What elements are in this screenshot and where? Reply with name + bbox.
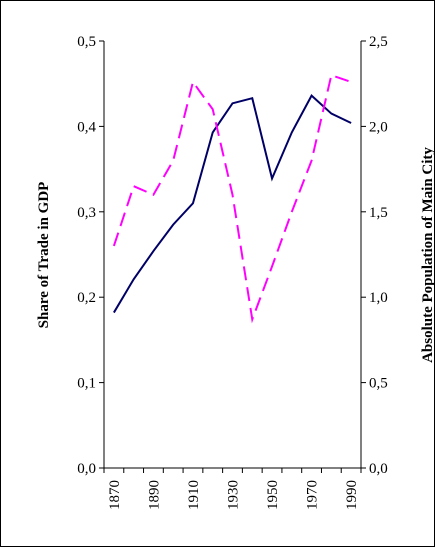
right-tick-label: 0,0	[369, 461, 388, 477]
x-tick-label: 1950	[265, 480, 281, 510]
x-tick-label: 1870	[107, 480, 123, 510]
x-tick-label: 1910	[186, 480, 202, 510]
series-line-solid	[113, 94, 352, 314]
x-tick-label: 1930	[226, 480, 242, 510]
left-tick-label: 0,5	[77, 34, 96, 50]
chart-series	[112, 73, 352, 324]
chart-labels: 0,0 0,1 0,2 0,3 0,4 0,5 0,0 0,5 1,0 1,5 2,0 2,5 1870…	[77, 34, 388, 510]
left-tick-label: 0,0	[77, 461, 96, 477]
right-tick-label: 2,0	[369, 119, 388, 135]
x-tick-label: 1890	[146, 480, 162, 510]
left-tick-label: 0,4	[77, 119, 96, 135]
series-line-dashed	[112, 73, 352, 324]
left-tick-label: 0,1	[77, 376, 96, 392]
right-axis-title: Absolute Population of Main City	[420, 147, 436, 363]
right-tick-label: 2,5	[369, 34, 388, 50]
left-tick-label: 0,2	[77, 290, 96, 306]
chart-axes	[99, 40, 366, 473]
x-tick-label: 1990	[344, 480, 360, 510]
right-tick-label: 0,5	[369, 376, 388, 392]
right-tick-label: 1,5	[369, 205, 388, 221]
left-tick-label: 0,3	[77, 205, 96, 221]
x-tick-label: 1970	[305, 480, 321, 510]
left-axis-title: Share of Trade in GDP	[36, 182, 52, 329]
right-tick-label: 1,0	[369, 290, 388, 306]
